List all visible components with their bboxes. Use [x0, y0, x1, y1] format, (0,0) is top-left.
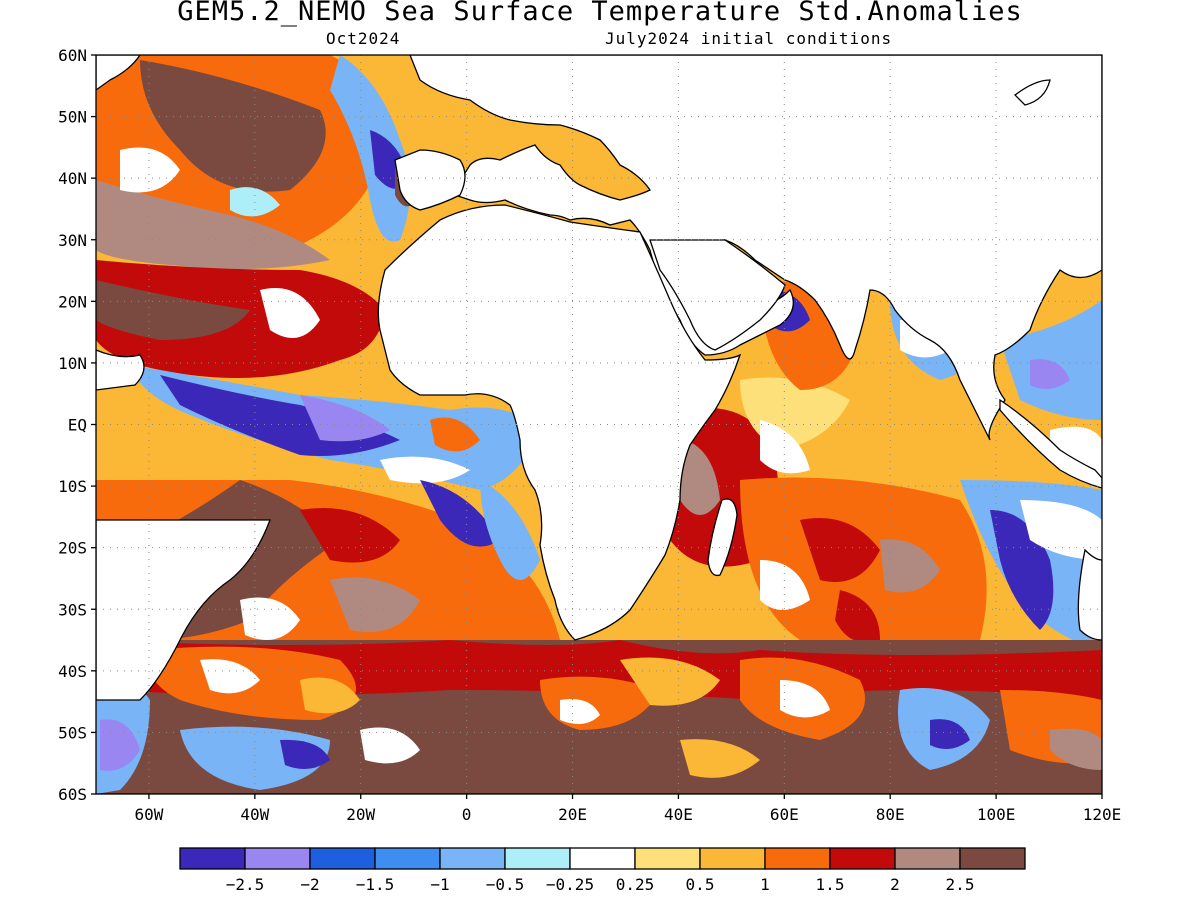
- colorbar-label: −1.5: [356, 875, 395, 894]
- colorbar-swatch: [634, 847, 701, 870]
- colorbar-swatch: [569, 847, 636, 870]
- colorbar-label: 1: [760, 875, 770, 894]
- lat-label: 40S: [58, 662, 87, 681]
- lat-label: 20S: [58, 539, 87, 558]
- lat-label: EQ: [68, 416, 87, 435]
- colorbar-swatch: [374, 847, 441, 870]
- lon-label: 20W: [346, 805, 375, 824]
- lon-label: 40E: [664, 805, 693, 824]
- lon-label: 60W: [134, 805, 163, 824]
- latitude-axis: 60N 50N 40N 30N 20N 10N EQ 10S 20S 30S 40S 50S 60S: [58, 46, 96, 804]
- lon-label: 120E: [1083, 805, 1122, 824]
- colorbar-swatch: [504, 847, 571, 870]
- lat-label: 40N: [58, 169, 87, 188]
- lat-label: 10S: [58, 477, 87, 496]
- land: [96, 55, 1102, 794]
- colorbar-swatch: [894, 847, 961, 870]
- lat-label: 20N: [58, 292, 87, 311]
- lat-label: 50S: [58, 723, 87, 742]
- lon-label: 100E: [977, 805, 1016, 824]
- colorbar-label: 2.5: [946, 875, 975, 894]
- colorbar-swatch: [179, 847, 246, 870]
- lat-label: 60N: [58, 46, 87, 65]
- colorbar-swatch: [764, 847, 831, 870]
- colorbar-swatch: [244, 847, 311, 870]
- map-area: [96, 55, 1102, 794]
- colorbar-label: 0.25: [616, 875, 655, 894]
- forecast-month: Oct2024: [326, 29, 401, 48]
- colorbar-label: 2: [890, 875, 900, 894]
- lat-label: 30S: [58, 600, 87, 619]
- lat-label: 50N: [58, 108, 87, 127]
- lon-label: 80E: [876, 805, 905, 824]
- colorbar-swatch: [829, 847, 896, 870]
- lon-label: 60E: [770, 805, 799, 824]
- colorbar-label: −0.25: [546, 875, 594, 894]
- figure-title: GEM5.2_NEMO Sea Surface Temperature Std.…: [177, 0, 1023, 27]
- colorbar-label: −0.5: [486, 875, 525, 894]
- colorbar-swatch: [959, 847, 1026, 870]
- colorbar-label: −2: [300, 875, 319, 894]
- lon-label: 40W: [240, 805, 269, 824]
- lat-label: 10N: [58, 354, 87, 373]
- lon-label: 0: [462, 805, 472, 824]
- lat-label: 60S: [58, 785, 87, 804]
- lat-label: 30N: [58, 231, 87, 250]
- colorbar-swatch: [699, 847, 766, 870]
- longitude-axis: 60W 40W 20W 0 20E 40E 60E 80E 100E 120E: [134, 794, 1121, 824]
- colorbar-swatch: [439, 847, 506, 870]
- lon-label: 20E: [558, 805, 587, 824]
- colorbar-label: −1: [430, 875, 449, 894]
- colorbar: −2.5 −2 −1.5 −1 −0.5 −0.25 0.25 0.5 1 1.5 2 2.5: [179, 847, 1026, 894]
- colorbar-label: 0.5: [686, 875, 715, 894]
- colorbar-label: 1.5: [816, 875, 845, 894]
- colorbar-swatch: [309, 847, 376, 870]
- initial-conditions: July2024 initial conditions: [605, 29, 893, 48]
- colorbar-label: −2.5: [226, 875, 265, 894]
